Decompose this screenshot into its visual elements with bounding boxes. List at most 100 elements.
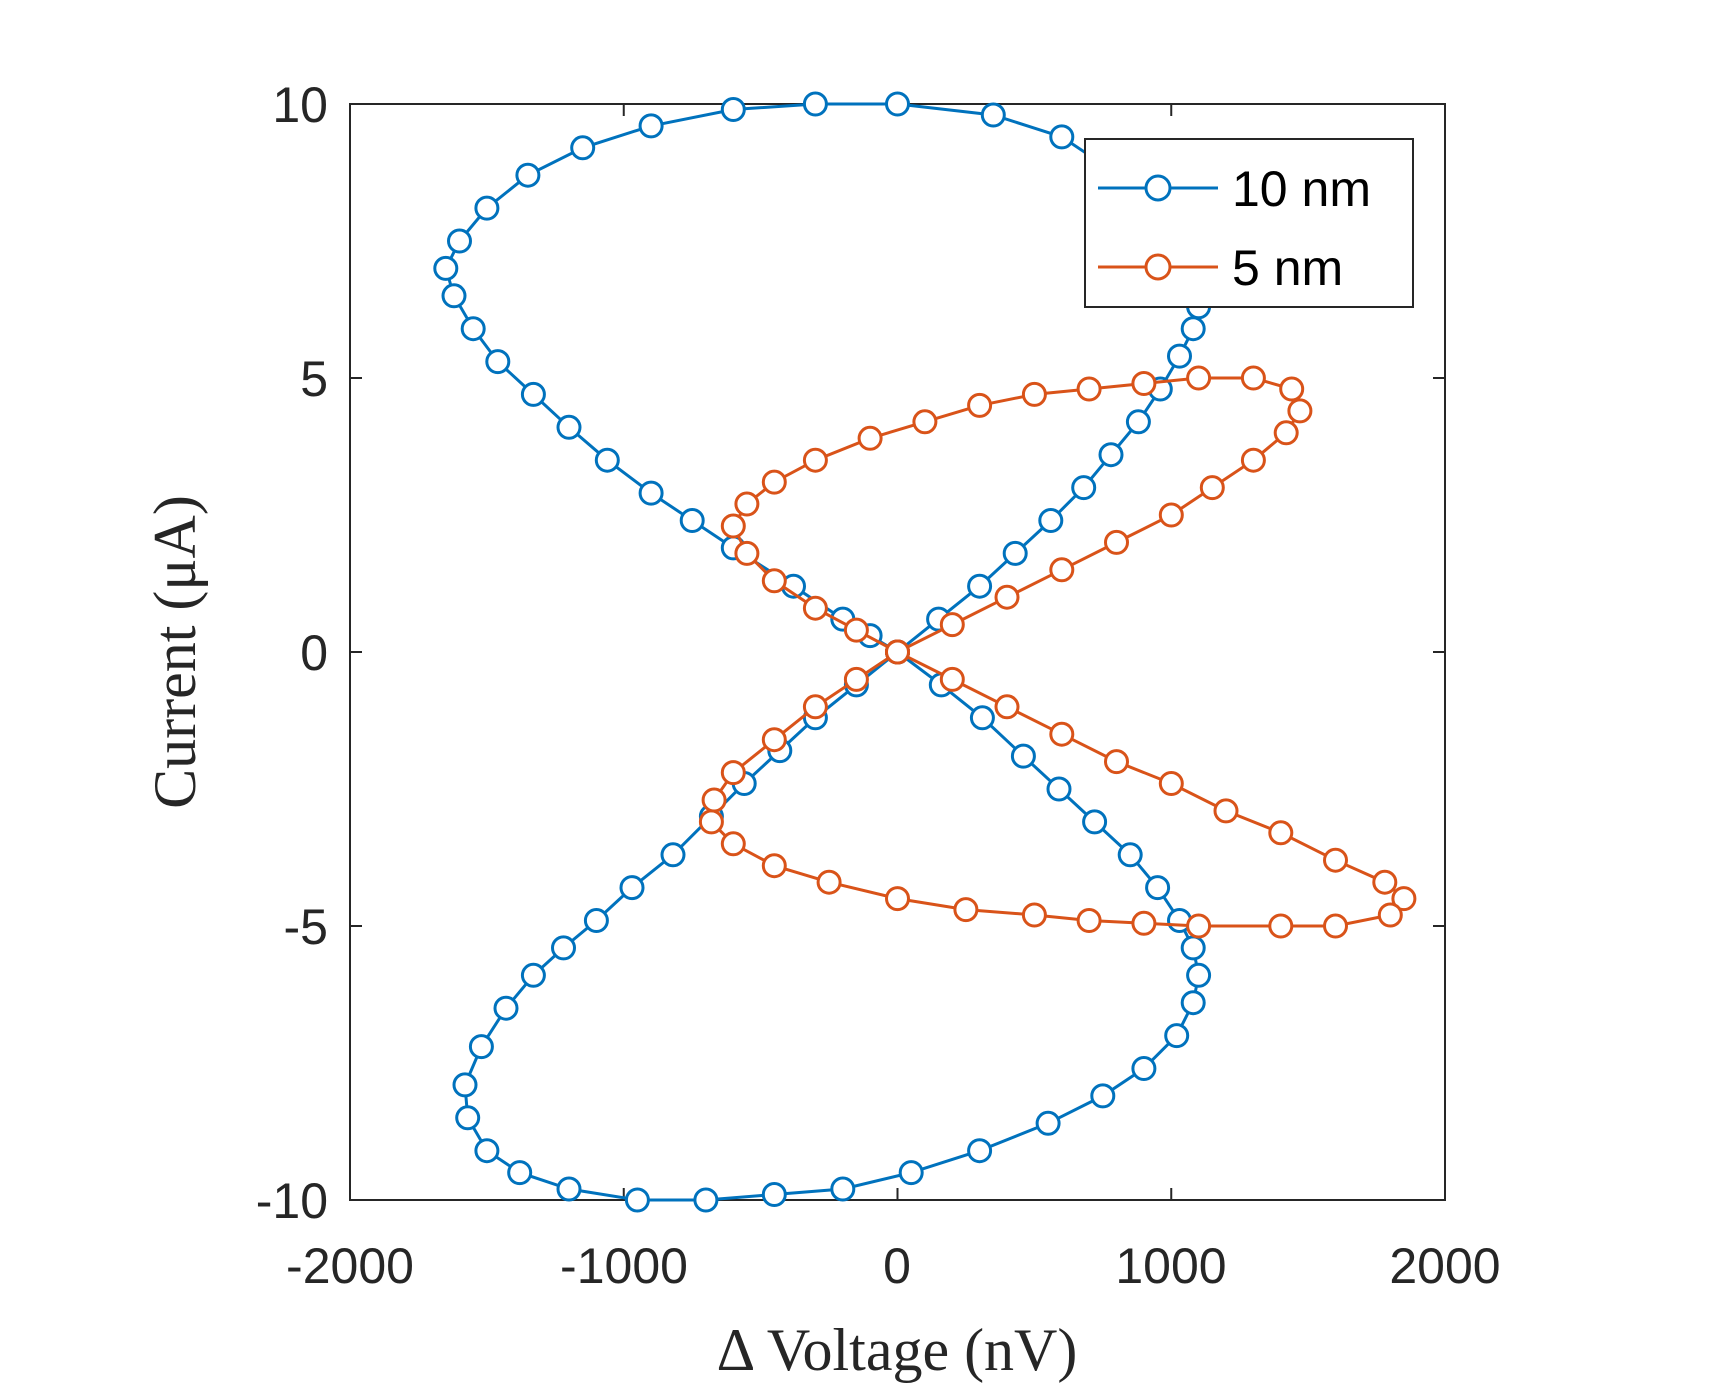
data-point [1082,809,1108,835]
data-point [885,886,910,912]
data-point [802,694,828,720]
x-tick-label: 1000 [1115,1238,1226,1294]
data-point [474,195,500,221]
data-point [720,97,746,122]
data-point [1180,990,1206,1016]
data-point [693,1187,719,1213]
x-tick-label: -1000 [560,1238,688,1294]
data-point [802,595,828,621]
data-point [698,809,724,835]
y-tick-label: -10 [256,1173,328,1229]
data-point [885,91,910,117]
data-point [493,995,519,1021]
data-point [485,349,511,375]
data-point [1164,1023,1190,1049]
data-point [1268,820,1294,846]
data-point [857,425,883,451]
data-point [1323,913,1348,939]
data-point [619,875,645,901]
data-point [1240,447,1266,473]
x-tick-label: 0 [883,1238,911,1294]
data-point [761,469,787,495]
data-point [939,612,965,638]
data-point [1104,749,1129,775]
data-point [994,584,1020,610]
data-point [1213,798,1239,824]
data-point [1090,1083,1116,1109]
y-tick-label: 0 [300,625,328,681]
legend-marker-10nm [1144,174,1172,202]
data-point [1071,475,1097,501]
data-point [761,568,787,594]
data-point [474,1138,500,1164]
data-point [720,513,746,539]
data-point [594,447,620,473]
data-point [433,255,459,281]
data-point [447,228,472,254]
data-point [583,908,609,933]
data-point [638,480,664,506]
data-point [967,573,993,599]
data-point [1049,124,1075,150]
data-point [515,162,541,188]
data-point [1145,875,1171,901]
legend-box [1084,138,1414,308]
data-point [1180,316,1206,342]
data-point [1158,502,1184,528]
data-point [980,102,1006,128]
data-point [761,1182,787,1207]
data-point [1158,771,1184,796]
legend: 10 nm 5 nm [1084,138,1414,308]
legend-marker-5nm [1144,253,1172,281]
data-point [551,935,576,961]
data-point [816,869,842,895]
data-point [556,1176,582,1202]
data-point [1049,557,1075,583]
data-point [1287,398,1313,424]
data-point [1010,743,1036,769]
data-point [1131,1056,1157,1081]
data-point [1021,381,1047,407]
data-point [1372,869,1398,895]
data-point [843,617,869,643]
data-point [761,853,787,879]
data-point [660,842,686,868]
data-point [1076,908,1102,933]
series-5nm [698,365,1417,939]
data-point [802,91,828,117]
data-point [1167,343,1192,369]
data-point [455,1105,481,1131]
data-point [507,1160,533,1186]
data-point [1117,842,1143,868]
data-point [1125,409,1151,435]
data-point [1279,376,1305,402]
data-point [843,666,869,692]
data-point [1049,721,1075,747]
data-point [570,135,596,161]
data-point [556,414,582,440]
data-point [1391,886,1417,912]
y-tick-label: -5 [284,899,328,955]
data-point [898,1160,924,1186]
data-point [1199,475,1225,501]
data-point [830,1176,856,1202]
y-tick-label: 5 [300,351,328,407]
data-point [734,540,760,566]
data-point [520,962,546,988]
data-point [441,283,467,309]
y-axis-title: Current (μA) [142,495,208,809]
data-point [520,381,546,407]
data-point [1098,442,1124,468]
data-point [1268,913,1294,939]
data-point [1186,962,1212,988]
data-point [720,760,746,786]
data-point [460,316,486,342]
data-point [1240,365,1266,391]
data-point [1273,420,1299,446]
data-point [1046,776,1072,802]
data-point [452,1072,478,1098]
data-point [885,639,910,665]
data-point [734,491,760,517]
data-point [994,694,1020,720]
